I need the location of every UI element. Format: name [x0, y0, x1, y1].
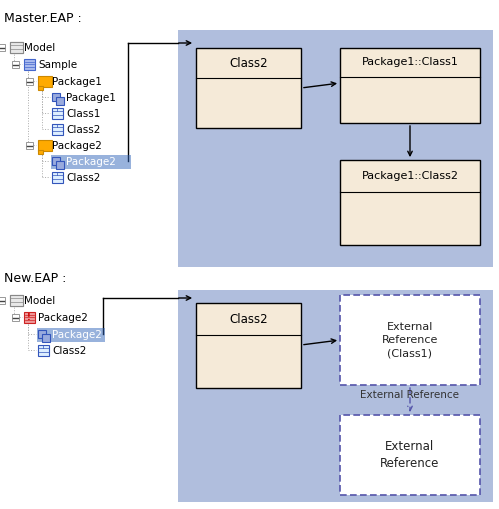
Text: Package1: Package1 — [52, 77, 102, 87]
Text: Package1::Class1: Package1::Class1 — [362, 57, 459, 67]
Text: Model: Model — [24, 43, 55, 53]
Bar — [178, 290, 493, 502]
Bar — [51, 155, 131, 169]
Text: Class2: Class2 — [66, 125, 100, 135]
Text: Class2: Class2 — [229, 56, 268, 70]
Text: External
Reference
(Class1): External Reference (Class1) — [382, 322, 438, 358]
FancyBboxPatch shape — [38, 76, 52, 87]
Text: Package1::Class2: Package1::Class2 — [361, 171, 459, 181]
FancyBboxPatch shape — [52, 157, 60, 165]
Text: Package1: Package1 — [66, 93, 116, 103]
FancyBboxPatch shape — [10, 42, 23, 53]
FancyBboxPatch shape — [26, 78, 33, 85]
Bar — [10, 42, 23, 53]
Bar — [37, 328, 105, 342]
FancyBboxPatch shape — [42, 334, 50, 342]
FancyBboxPatch shape — [56, 161, 64, 169]
FancyBboxPatch shape — [12, 314, 19, 321]
Bar — [340, 295, 480, 385]
Text: Package2: Package2 — [52, 330, 102, 340]
FancyBboxPatch shape — [24, 312, 35, 323]
Text: Package2: Package2 — [38, 313, 88, 323]
Text: Sample: Sample — [38, 60, 77, 70]
FancyBboxPatch shape — [52, 93, 60, 101]
FancyBboxPatch shape — [38, 140, 52, 151]
Bar — [196, 303, 301, 388]
Bar — [340, 160, 480, 245]
FancyBboxPatch shape — [52, 124, 63, 135]
Text: New.EAP :: New.EAP : — [4, 272, 66, 285]
Text: !: ! — [27, 313, 31, 322]
Text: Package2: Package2 — [66, 157, 116, 167]
FancyBboxPatch shape — [38, 345, 49, 356]
FancyBboxPatch shape — [38, 330, 46, 338]
Text: Class2: Class2 — [52, 346, 86, 356]
Text: External
Reference: External Reference — [380, 440, 440, 470]
FancyBboxPatch shape — [10, 295, 23, 306]
Text: Model: Model — [24, 296, 55, 306]
Text: Class2: Class2 — [229, 313, 268, 326]
Bar — [196, 48, 301, 128]
Bar — [178, 30, 493, 267]
Bar — [340, 415, 480, 495]
Text: External Reference: External Reference — [360, 390, 460, 400]
FancyBboxPatch shape — [52, 108, 63, 119]
FancyBboxPatch shape — [24, 59, 35, 70]
Bar — [340, 48, 480, 123]
FancyBboxPatch shape — [38, 86, 43, 90]
FancyBboxPatch shape — [0, 44, 5, 51]
FancyBboxPatch shape — [38, 150, 43, 154]
Text: Class2: Class2 — [66, 173, 100, 183]
FancyBboxPatch shape — [12, 61, 19, 68]
Bar — [10, 295, 23, 306]
Text: Master.EAP :: Master.EAP : — [4, 12, 82, 25]
FancyBboxPatch shape — [26, 142, 33, 149]
FancyBboxPatch shape — [52, 172, 63, 183]
Text: Class1: Class1 — [66, 109, 100, 119]
FancyBboxPatch shape — [56, 97, 64, 105]
FancyBboxPatch shape — [0, 297, 5, 304]
Text: Package2: Package2 — [52, 141, 102, 151]
